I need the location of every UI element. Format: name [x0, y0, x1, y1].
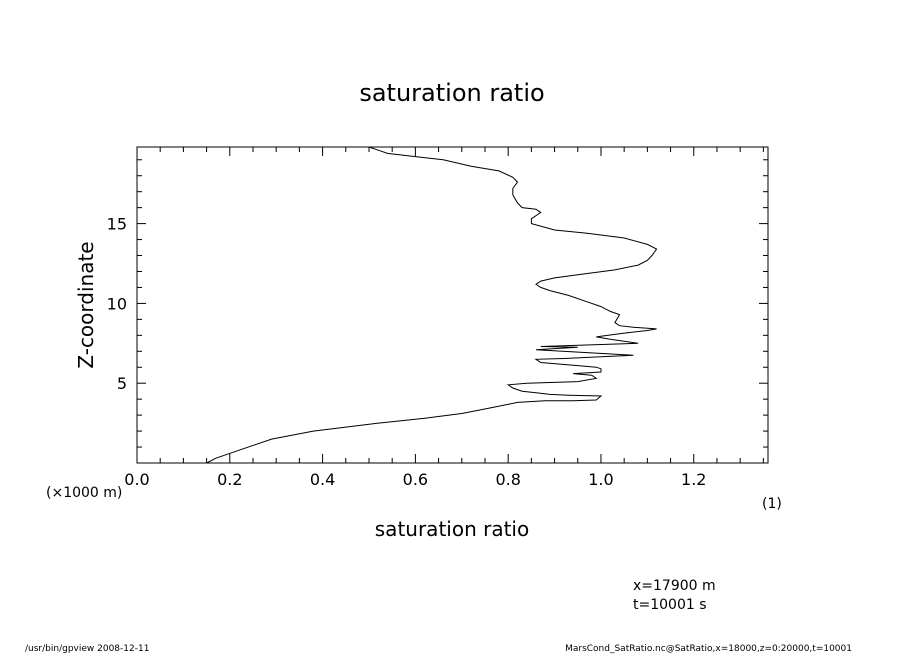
x-tick-label: 0.6: [403, 470, 428, 489]
footer-program-date: /usr/bin/gpview 2008-12-11: [25, 644, 149, 654]
footer-data-source: MarsCond_SatRatio.nc@SatRatio,x=18000,z=…: [565, 644, 852, 654]
y-tick-label: 10: [107, 294, 127, 313]
x-position-annotation: x=17900 m: [633, 578, 716, 594]
x-tick-label: 1.2: [681, 470, 706, 489]
time-annotation: t=10001 s: [633, 597, 707, 613]
x-tick-label: 0.0: [124, 470, 149, 489]
x-tick-label: 1.0: [588, 470, 613, 489]
y-tick-labels: 5 10 15: [107, 215, 127, 394]
x-axis-label: saturation ratio: [375, 517, 529, 541]
x-axis-unit: (1): [762, 496, 782, 512]
tick-marks: [136, 147, 768, 463]
plot-frame: [136, 146, 769, 464]
x-tick-label: 0.4: [310, 470, 335, 489]
y-axis-label: Z-coordinate: [74, 241, 98, 368]
chart-title: saturation ratio: [359, 79, 544, 107]
y-axis-unit: (×1000 m): [46, 485, 122, 501]
series-line: [206, 146, 658, 464]
y-tick-label: 15: [107, 215, 127, 234]
x-tick-label: 0.2: [217, 470, 242, 489]
y-tick-label: 5: [117, 374, 127, 393]
x-tick-labels: 0.0 0.2 0.4 0.6 0.8 1.0 1.2: [124, 470, 706, 489]
x-tick-label: 0.8: [495, 470, 520, 489]
